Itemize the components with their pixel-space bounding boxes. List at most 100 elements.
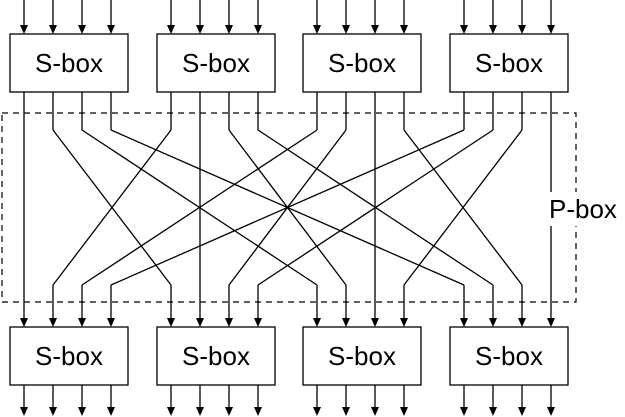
- wire-segment: [257, 129, 494, 286]
- input-arrow: [225, 0, 233, 34]
- arrow-head: [107, 318, 115, 327]
- sbox-label: S-box: [475, 48, 543, 78]
- arrow-head: [49, 407, 57, 416]
- arrow-head: [196, 318, 204, 327]
- pbox-wire: [20, 92, 28, 327]
- wire-segment: [52, 129, 172, 286]
- arrow-head: [371, 318, 379, 327]
- arrow-head: [400, 407, 408, 416]
- top-sbox-4: S-box: [449, 33, 569, 93]
- arrow-head: [225, 407, 233, 416]
- bottom-sbox-4: S-box: [449, 326, 569, 386]
- input-arrow: [371, 0, 379, 34]
- output-arrow: [460, 385, 468, 416]
- pbox-wire: [403, 92, 526, 327]
- arrow-head: [225, 25, 233, 34]
- arrow-head: [518, 318, 526, 327]
- pbox-wire: [107, 92, 465, 327]
- output-arrow: [313, 385, 321, 416]
- input-arrow: [49, 0, 57, 34]
- input-arrow: [342, 0, 350, 34]
- sbox-label: S-box: [328, 341, 396, 371]
- bottom-sbox-3: S-box: [302, 326, 422, 386]
- arrow-head: [400, 318, 408, 327]
- arrows-layer: [20, 0, 555, 416]
- sbox-label: S-box: [328, 48, 396, 78]
- output-arrow: [489, 385, 497, 416]
- output-arrow: [400, 385, 408, 416]
- pbox-wire: [254, 92, 494, 327]
- top-sbox-1: S-box: [9, 33, 129, 93]
- input-arrow: [313, 0, 321, 34]
- pbox-label-background: [547, 192, 625, 226]
- wire-segment: [403, 129, 523, 286]
- arrow-head: [78, 25, 86, 34]
- arrow-head: [167, 407, 175, 416]
- top-sbox-2: S-box: [156, 33, 276, 93]
- arrow-head: [196, 25, 204, 34]
- arrow-head: [20, 407, 28, 416]
- output-arrow: [225, 385, 233, 416]
- output-arrow: [371, 385, 379, 416]
- arrow-head: [547, 407, 555, 416]
- pbox-wire: [81, 92, 321, 327]
- output-arrow: [196, 385, 204, 416]
- sbox-label: S-box: [475, 341, 543, 371]
- output-arrow: [78, 385, 86, 416]
- arrow-head: [489, 318, 497, 327]
- arrow-head: [107, 407, 115, 416]
- arrow-head: [400, 25, 408, 34]
- pbox-wire: [78, 92, 318, 327]
- input-arrow: [460, 0, 468, 34]
- arrow-head: [196, 407, 204, 416]
- sbox-label: S-box: [35, 48, 103, 78]
- arrow-head: [167, 318, 175, 327]
- arrow-head: [78, 407, 86, 416]
- input-arrow: [518, 0, 526, 34]
- arrow-head: [342, 318, 350, 327]
- arrow-head: [489, 25, 497, 34]
- top-sbox-3: S-box: [302, 33, 422, 93]
- arrow-head: [313, 25, 321, 34]
- arrow-head: [49, 318, 57, 327]
- output-arrow: [254, 385, 262, 416]
- arrow-head: [460, 318, 468, 327]
- pbox-wire: [225, 92, 347, 327]
- arrow-head: [313, 407, 321, 416]
- arrow-head: [20, 25, 28, 34]
- input-arrow: [78, 0, 86, 34]
- arrow-head: [342, 25, 350, 34]
- input-arrow: [547, 0, 555, 34]
- output-arrow: [20, 385, 28, 416]
- arrow-head: [460, 25, 468, 34]
- pbox-boundary: [1, 112, 577, 303]
- arrow-head: [254, 25, 262, 34]
- arrow-head: [49, 25, 57, 34]
- arrow-head: [547, 25, 555, 34]
- sbox-label: S-box: [182, 341, 250, 371]
- arrow-head: [20, 318, 28, 327]
- output-arrow: [167, 385, 175, 416]
- sbox-label: S-box: [35, 341, 103, 371]
- pbox-wire: [371, 92, 379, 327]
- pbox-label: P-box: [549, 194, 617, 224]
- output-arrow: [49, 385, 57, 416]
- output-arrow: [518, 385, 526, 416]
- pbox-wire: [228, 92, 350, 327]
- sbox-label: S-box: [182, 48, 250, 78]
- arrow-head: [107, 25, 115, 34]
- arrow-head: [371, 25, 379, 34]
- arrow-head: [78, 318, 86, 327]
- arrow-head: [460, 407, 468, 416]
- arrow-head: [254, 318, 262, 327]
- arrow-head: [313, 318, 321, 327]
- output-arrow: [342, 385, 350, 416]
- input-arrow: [254, 0, 262, 34]
- input-arrow: [167, 0, 175, 34]
- arrow-head: [518, 25, 526, 34]
- arrow-head: [167, 25, 175, 34]
- pbox-wire: [52, 92, 175, 327]
- wire-segment: [81, 129, 318, 286]
- arrow-head: [254, 407, 262, 416]
